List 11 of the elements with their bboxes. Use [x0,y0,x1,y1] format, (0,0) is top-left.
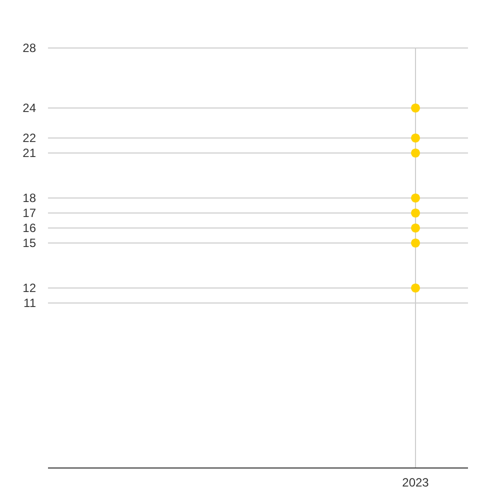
y-tick-label: 16 [22,220,36,235]
y-tick-label: 15 [22,236,36,250]
y-tick-label: 11 [24,296,36,310]
y-tick-label: 17 [22,206,36,220]
y-tick-label: 28 [22,40,36,55]
y-tick-label: 21 [22,146,36,160]
y-tick-label: 12 [22,280,36,295]
y-tick-label: 24 [22,100,36,115]
y-tick-label: 18 [22,190,36,205]
x-tick-label: 2023 [402,476,430,490]
y-tick-label: 22 [22,130,36,145]
